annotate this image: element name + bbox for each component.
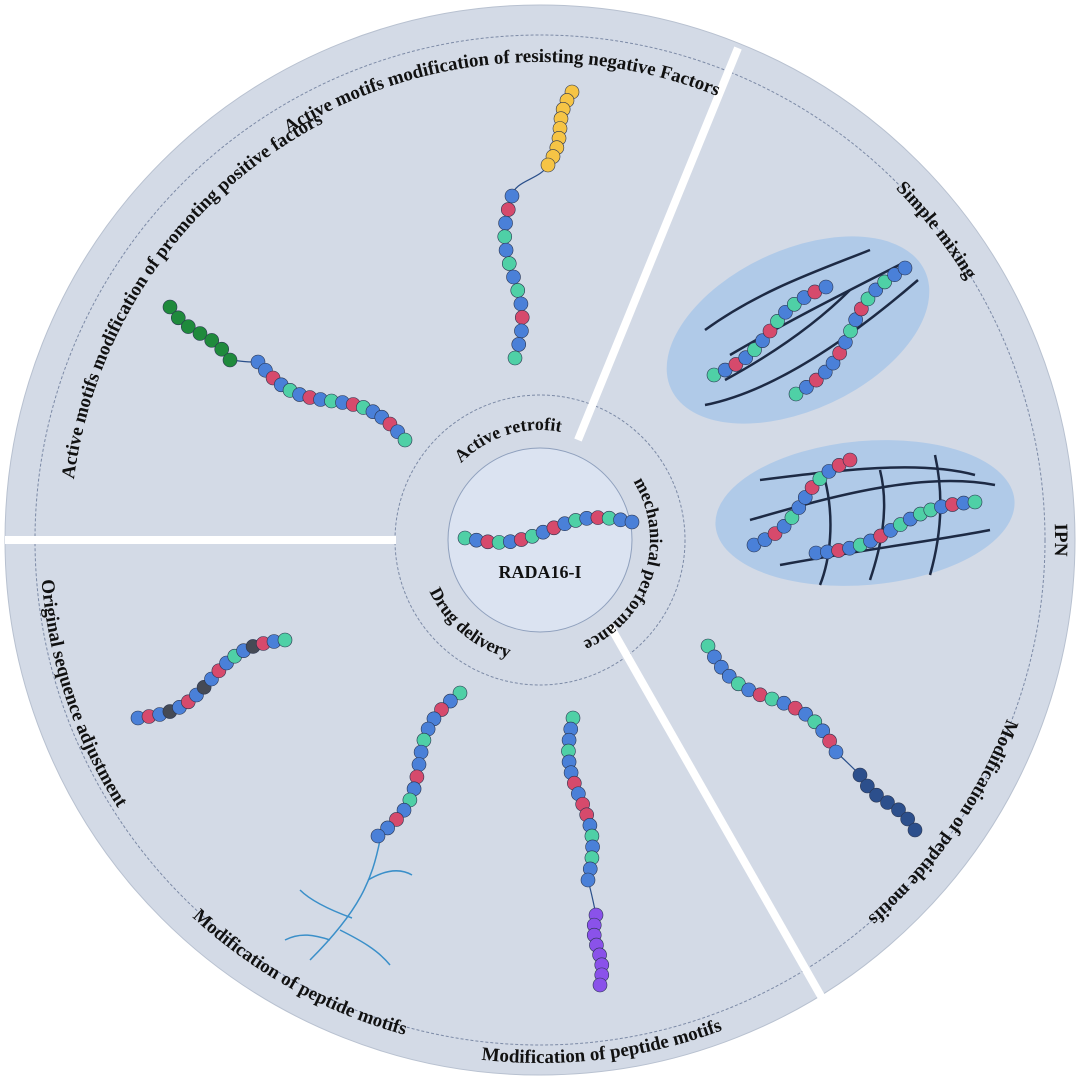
bead [514, 297, 528, 311]
bead [512, 337, 526, 351]
bead [908, 823, 922, 837]
bead [505, 189, 519, 203]
center-label: RADA16-I [499, 562, 582, 582]
bead [412, 758, 426, 772]
bead [514, 324, 528, 338]
bead [819, 280, 833, 294]
bead [398, 433, 412, 447]
bead [501, 203, 515, 217]
bead [499, 216, 513, 230]
bead [498, 230, 512, 244]
bead [417, 733, 431, 747]
bead [508, 351, 522, 365]
bead [278, 633, 292, 647]
bead [541, 158, 555, 172]
bead [843, 453, 857, 467]
bead [515, 310, 529, 324]
bead [507, 270, 521, 284]
bead [223, 353, 237, 367]
bead [502, 257, 516, 271]
bead [499, 243, 513, 257]
bead [410, 770, 424, 784]
bead [414, 745, 428, 759]
diagram: Active motifs modification of resisting … [0, 0, 1081, 1079]
label-path: IPN [1050, 523, 1071, 557]
bead [968, 495, 982, 509]
bead [511, 283, 525, 297]
bead [829, 745, 843, 759]
bead [625, 515, 639, 529]
bead [898, 261, 912, 275]
bead [581, 873, 595, 887]
bead [371, 829, 385, 843]
outer-label: IPN [1050, 523, 1071, 557]
bead [593, 978, 607, 992]
